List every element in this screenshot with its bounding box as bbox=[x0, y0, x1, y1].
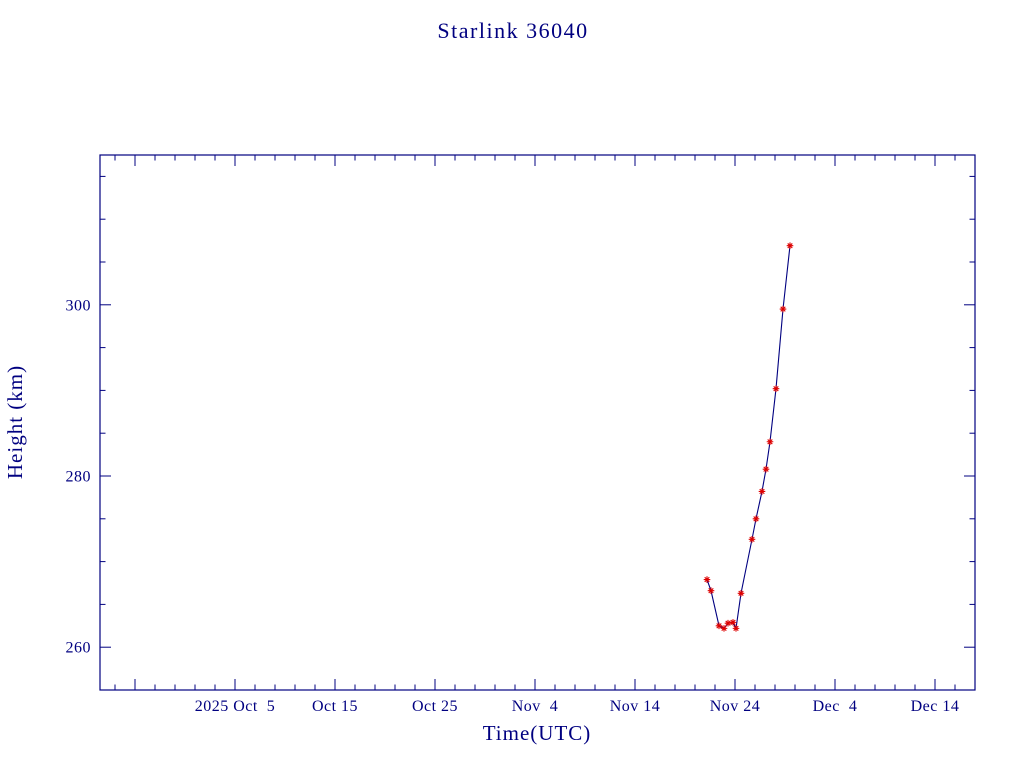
x-tick-label: Nov 4 bbox=[512, 698, 559, 715]
x-axis-label: Time(UTC) bbox=[483, 721, 592, 745]
x-tick-label: Dec 4 bbox=[813, 698, 858, 715]
y-axis-label: Height (km) bbox=[3, 365, 27, 479]
data-point-marker bbox=[707, 587, 715, 595]
y-tick-label: 280 bbox=[66, 469, 92, 486]
x-tick-label: Dec 14 bbox=[911, 698, 960, 715]
x-tick-label: Nov 24 bbox=[710, 698, 761, 715]
data-point-marker bbox=[766, 438, 774, 446]
series-line bbox=[706, 245, 791, 631]
data-point-marker bbox=[724, 619, 732, 627]
data-point-marker bbox=[715, 622, 723, 630]
data-point-marker bbox=[737, 589, 745, 597]
data-point-marker bbox=[729, 619, 737, 626]
data-point-marker bbox=[752, 515, 760, 523]
y-tick-label: 260 bbox=[66, 640, 92, 657]
data-point-marker bbox=[720, 625, 728, 632]
data-point-marker bbox=[758, 488, 766, 495]
plot-frame: 2025 Oct 5 Oct 15 Oct 25 Nov 4 Nov 14 Nov 24 D… bbox=[66, 154, 976, 715]
data-series bbox=[703, 242, 794, 632]
y-tick-label: 300 bbox=[66, 297, 92, 314]
data-point-marker bbox=[772, 385, 780, 392]
x-tick-label: 2025 Oct 5 bbox=[195, 698, 276, 715]
data-point-marker bbox=[732, 625, 740, 632]
data-point-marker bbox=[748, 536, 756, 543]
plot-border bbox=[99, 154, 976, 691]
data-point-marker bbox=[786, 242, 794, 250]
x-tick-label: Oct 15 bbox=[312, 698, 358, 715]
x-tick-label: Nov 14 bbox=[610, 698, 661, 715]
data-point-marker bbox=[779, 305, 787, 313]
x-tick-label: Oct 25 bbox=[412, 698, 458, 715]
chart-title: Starlink 36040 bbox=[437, 18, 588, 43]
data-point-marker bbox=[703, 576, 711, 583]
data-point-marker bbox=[762, 465, 770, 473]
